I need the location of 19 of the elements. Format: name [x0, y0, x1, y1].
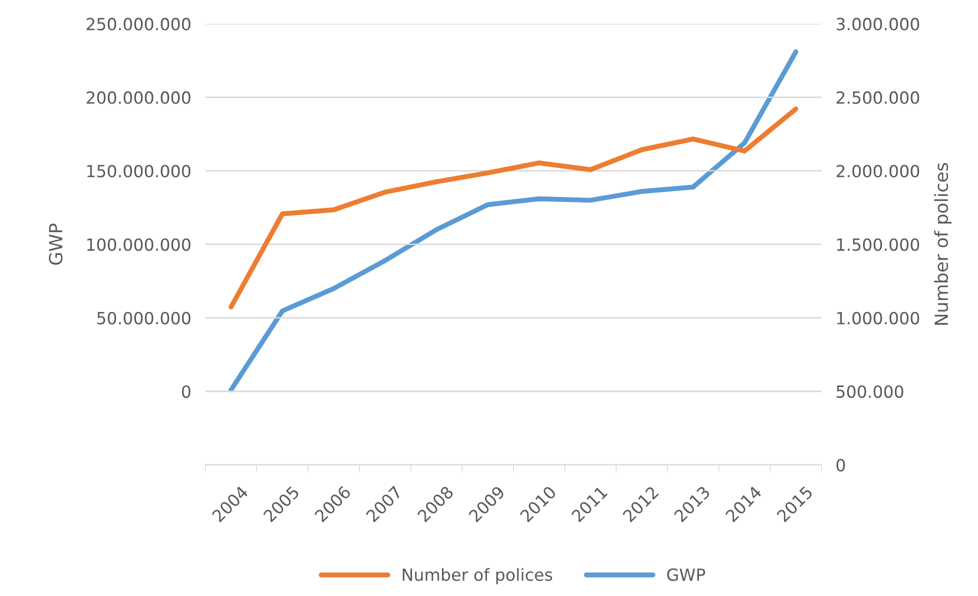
line-series	[228, 49, 798, 392]
y-tick-label: 100.000.000	[87, 238, 190, 251]
y2-tick-label: 2.000.000	[836, 164, 920, 178]
y-tick-label: 250.000.000	[86, 18, 190, 30]
y2-tick-label: 2.500.000	[836, 91, 920, 104]
legend-label: Number of polices	[402, 568, 552, 584]
y2-tick-label: 3.000.000	[836, 18, 920, 30]
y-axis-title: GWP	[48, 224, 63, 265]
y2-tick-label: 0	[836, 458, 845, 472]
y2-axis-title: Number of polices	[934, 163, 952, 325]
y-tick-label: 150.000.000	[87, 164, 190, 178]
legend-label: GWP	[667, 568, 706, 581]
y2-tick-label: 1.000.000	[837, 312, 920, 324]
y-tick-label: 0	[182, 385, 190, 398]
y2-tick-label: 500.000	[836, 385, 904, 398]
line-series	[228, 106, 798, 310]
y2-tick-label: 1.500.000	[837, 238, 920, 251]
y-tick-label: 200.000.000	[86, 91, 190, 104]
y-tick-label: 50.000.000	[97, 312, 190, 324]
